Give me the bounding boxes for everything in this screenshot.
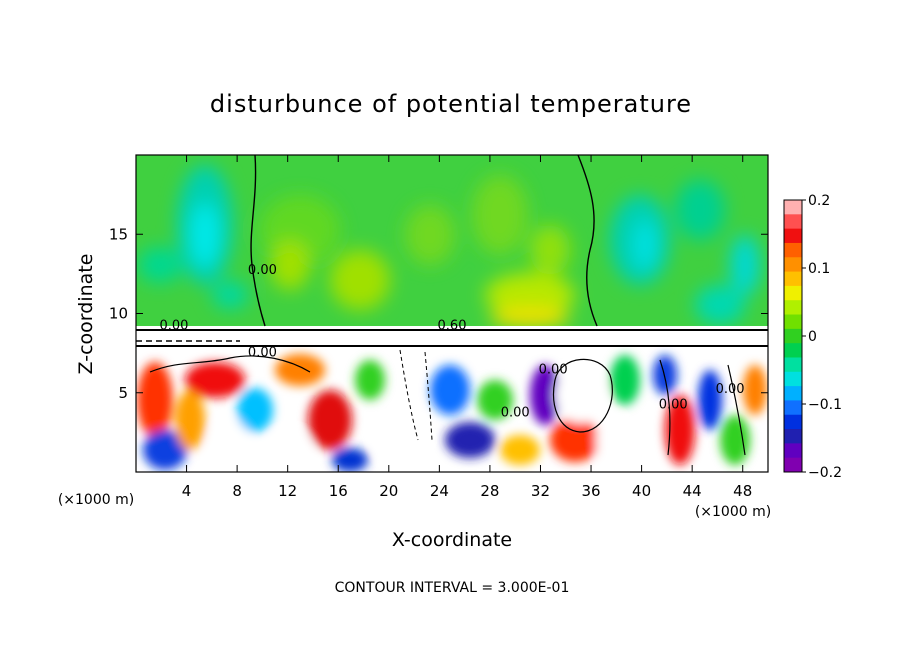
x-tick-label: 48 [733, 482, 752, 500]
contour-label: 0.00 [716, 382, 745, 397]
colorbar-swatch [784, 371, 802, 387]
x-tick-label: 36 [581, 482, 600, 500]
contour-label: 0.00 [659, 398, 688, 413]
y-tick-label: 15 [109, 225, 128, 243]
colorbar-swatch [784, 457, 802, 473]
colorbar-swatch [784, 257, 802, 273]
x-tick-label: 4 [182, 482, 192, 500]
x-tick-label: 12 [278, 482, 297, 500]
contour-lines [136, 155, 768, 456]
colorbar-swatch [784, 328, 802, 344]
colorbar-swatch [784, 214, 802, 230]
x-tick-label: 44 [683, 482, 702, 500]
x-unit-left: (×1000 m) [58, 492, 134, 508]
contour-lower-left [149, 355, 311, 373]
contour-label: 0.00 [159, 318, 188, 333]
colorbar: 0.2 0.1 0 −0.1 −0.2 [783, 193, 842, 481]
y-tick-label: 10 [109, 305, 128, 323]
colorbar-swatch [784, 242, 802, 258]
x-axis-label: X-coordinate [392, 529, 512, 551]
colorbar-swatch [784, 357, 802, 373]
contour-labels: 0.00 0.60 0.00 0.00 0.00 0.00 0.00 0.00 [159, 263, 744, 421]
upper-field-patches [138, 165, 760, 328]
contour-label: 0.00 [248, 345, 277, 360]
colorbar-swatch [784, 386, 802, 401]
colorbar-tick-label: −0.1 [808, 397, 842, 413]
colorbar-swatch [784, 200, 802, 215]
colorbar-swatch [784, 314, 802, 330]
colorbar-tick-label: 0.1 [808, 261, 830, 277]
zero-contour-upper-right [577, 155, 598, 327]
x-tick-label: 20 [379, 482, 398, 500]
lower-field-patches [137, 354, 767, 472]
contour-lower-right [659, 359, 746, 456]
x-axis: 4 8 12 16 20 24 28 32 36 40 44 48 [182, 155, 752, 500]
colorbar-swatch [784, 228, 802, 244]
x-tick-label: 24 [430, 482, 449, 500]
contour-label: 0.00 [501, 406, 530, 421]
contour-label: 0.00 [248, 263, 277, 278]
x-tick-label: 40 [632, 482, 651, 500]
x-tick-label: 28 [480, 482, 499, 500]
x-unit-right: (×1000 m) [695, 504, 771, 520]
colorbar-swatch [784, 285, 802, 301]
x-tick-label: 32 [531, 482, 550, 500]
inversion-band [136, 326, 768, 348]
contour-label: 0.60 [438, 318, 467, 333]
colorbar-swatch [784, 414, 802, 430]
contour-interval-note: CONTOUR INTERVAL = 3.000E-01 [335, 580, 570, 596]
chart-title: disturbunce of potential temperature [210, 90, 692, 118]
colorbar-swatch [784, 300, 802, 316]
x-tick-label: 16 [329, 482, 348, 500]
colorbar-tick-label: −0.2 [808, 465, 842, 481]
contour-vortex [553, 358, 613, 433]
contour-label: 0.00 [539, 363, 568, 378]
colorbar-tick-label: 0 [808, 329, 817, 345]
colorbar-swatch [784, 429, 802, 444]
colorbar-swatch [784, 400, 802, 416]
y-tick-label: 5 [118, 384, 128, 402]
colorbar-swatch [784, 271, 802, 287]
zero-contour-upper-left [250, 155, 266, 327]
y-axis-label: Z-coordinate [75, 254, 97, 375]
x-tick-label: 8 [232, 482, 242, 500]
colorbar-swatch [784, 343, 802, 358]
dashed-contour-plume [399, 349, 433, 441]
colorbar-swatch [784, 443, 802, 459]
plot-area: 0.00 0.60 0.00 0.00 0.00 0.00 0.00 0.00 [136, 155, 768, 472]
y-axis: 5 10 15 [109, 225, 768, 402]
colorbar-tick-label: 0.2 [808, 193, 830, 209]
